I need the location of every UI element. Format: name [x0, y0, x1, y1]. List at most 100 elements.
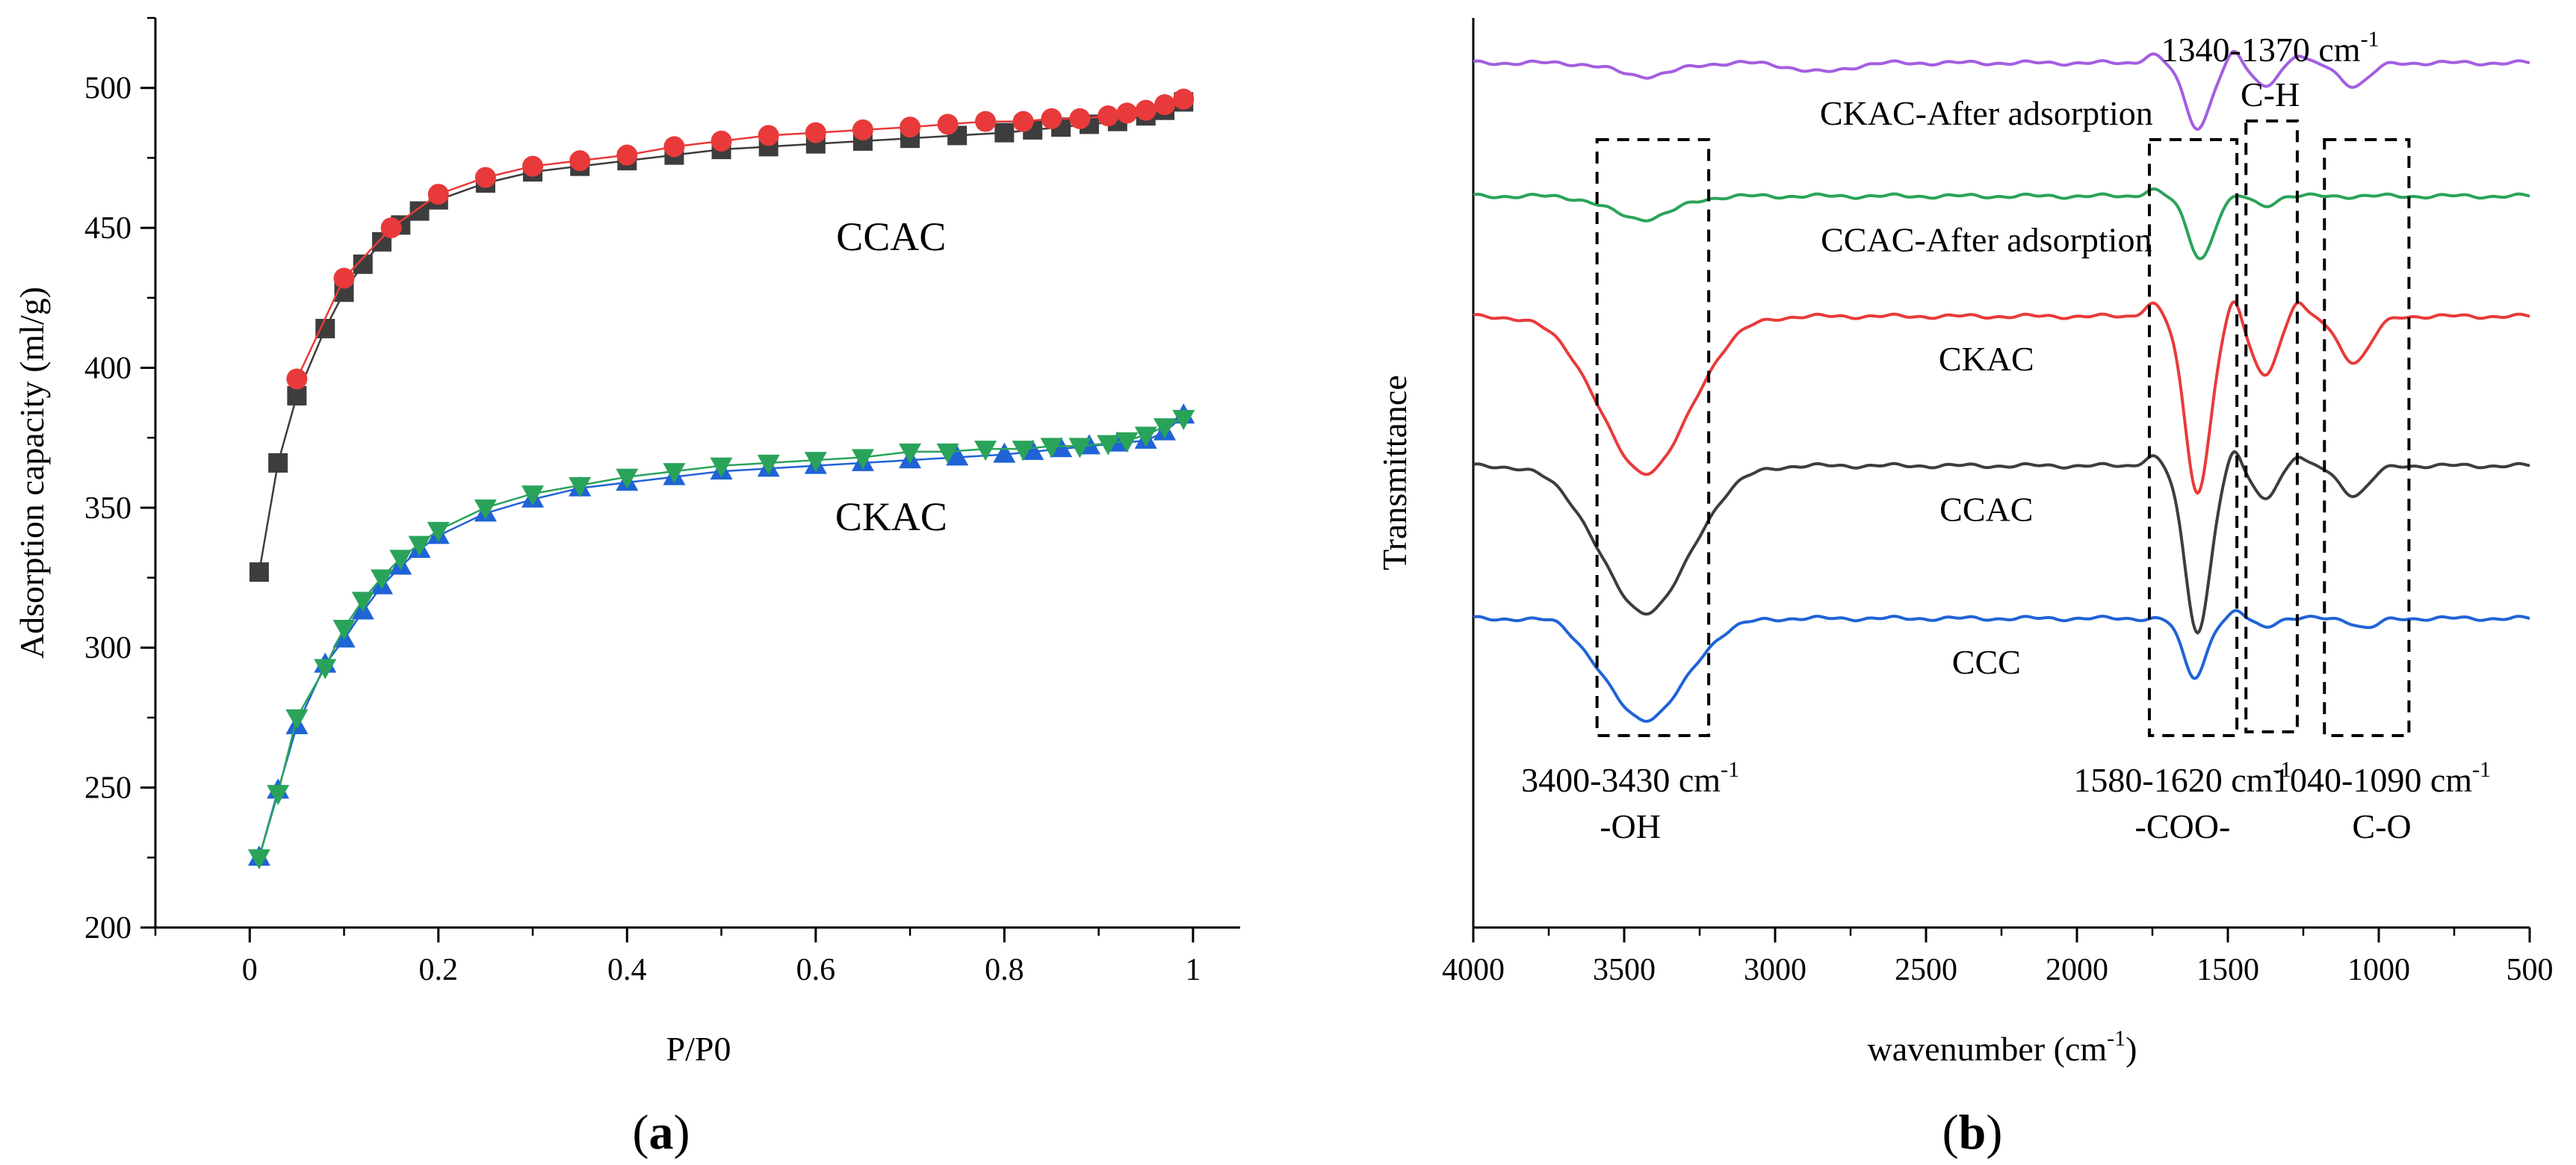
b-x-axis-title-main: wavenumber (cm: [1868, 1030, 2108, 1068]
a-data-point-triangle-up: [1021, 439, 1044, 460]
b-spectrum-ccc: [1473, 609, 2530, 723]
a-data-point-circle: [937, 114, 959, 135]
a-x-tick-label: 0: [242, 953, 258, 987]
b-spectrum-ccac: [1473, 450, 2530, 635]
b-ch-region-wavenumber-main: 1340-1370 cm: [2161, 31, 2361, 69]
a-data-point-triangle-down: [569, 476, 592, 497]
a-data-point-triangle-up: [993, 442, 1016, 463]
b-oh-region-box: [1595, 138, 1711, 737]
a-panel-close-paren: ): [674, 1105, 690, 1160]
a-data-point-circle: [1154, 94, 1175, 116]
a-x-tick-label: 1: [1185, 953, 1201, 987]
a-y-axis-title: Adsorption capacity (ml/g): [13, 287, 51, 659]
a-series-1: [286, 88, 1195, 390]
a-data-point-triangle-down: [616, 468, 639, 489]
a-data-point-triangle-down: [1172, 409, 1195, 430]
a-data-point-triangle-down: [521, 485, 545, 506]
b-x-tick-label: 1500: [2196, 953, 2259, 987]
a-y-tick-label: 350: [84, 491, 131, 526]
b-spectrum-label: CCAC: [1939, 491, 2033, 529]
a-y-tick-label: 250: [84, 771, 131, 806]
a-x-tick-label: 0.4: [607, 953, 647, 987]
a-panel-letter: a: [649, 1105, 674, 1160]
a-data-point-circle: [710, 130, 732, 152]
a-data-point-square: [409, 201, 430, 221]
a-series-line: [258, 101, 1184, 573]
b-panel-letter: b: [1959, 1105, 1987, 1160]
a-data-point-circle: [1135, 99, 1157, 121]
a-data-point-triangle-down: [474, 499, 497, 520]
a-data-point-triangle-down: [332, 619, 356, 640]
a-data-point-triangle-down: [314, 659, 337, 680]
b-x-tick-label: 4000: [1442, 953, 1505, 987]
panel-b-ftir-spectra: 4000 3500 3000 2500 2000 1500 1000 500 wavenumbe…: [1375, 18, 2554, 1160]
a-data-point-circle: [900, 116, 921, 138]
b-panel-open-paren: (: [1942, 1105, 1959, 1160]
b-spectrum-label: CKAC-After adsorption: [1820, 94, 2153, 132]
b-co-region-wavenumber-sup: -1: [2472, 757, 2491, 782]
b-spectrum-label: CCC: [1952, 643, 2021, 681]
a-data-point-triangle-down: [899, 443, 922, 464]
a-data-point-triangle-down: [663, 463, 686, 484]
a-data-point-triangle-down: [804, 452, 827, 473]
b-coo-region-group-label: -COO-: [2135, 807, 2231, 845]
b-ch-region-box: [2244, 119, 2299, 733]
a-data-point-circle: [1012, 111, 1034, 132]
a-data-point-triangle-down: [974, 441, 997, 462]
a-data-point-triangle-down: [1040, 438, 1063, 459]
a-x-tick-label: 0.2: [419, 953, 459, 987]
a-data-point-circle: [380, 217, 402, 239]
a-x-axis-title: P/P0: [666, 1030, 731, 1068]
b-spectrum-line: [1473, 187, 2530, 261]
b-spectrum-ccac-after-adsorption: [1473, 187, 2530, 261]
a-data-point-circle: [333, 267, 355, 289]
a-data-point-triangle-down: [1134, 426, 1157, 447]
b-coo-region-wavenumber-sup: -1: [2273, 757, 2291, 782]
a-series-3: [247, 409, 1195, 870]
panel-a-adsorption-isotherm: 0 0.2 0.4 0.6 0.8 1 200 250 300 350 400 450 500 P/P0 A…: [13, 16, 1240, 1160]
b-x-tick-label: 3500: [1593, 953, 1656, 987]
b-ch-region-wavenumber-sup: -1: [2361, 27, 2380, 52]
a-data-point-circle: [569, 150, 591, 172]
a-data-point-circle: [663, 136, 685, 158]
b-oh-region-wavenumber-label: 3400-3430 cm-1: [1521, 757, 1739, 799]
b-spectrum-line: [1473, 49, 2530, 131]
b-coo-region-box: [2147, 138, 2239, 737]
a-y-tick-label: 400: [84, 351, 131, 385]
a-data-point-triangle-down: [1068, 438, 1092, 459]
a-data-point-circle: [1097, 105, 1119, 127]
b-coo-region-wavenumber-main: 1580-1620 cm: [2073, 761, 2273, 799]
b-x-tick-label: 1000: [2347, 953, 2410, 987]
a-data-point-square: [994, 122, 1015, 143]
a-data-point-triangle-down: [851, 449, 874, 470]
b-spectrum-line: [1473, 609, 2530, 723]
b-co-region-box: [2323, 138, 2411, 737]
b-x-tick-label: 3000: [1744, 953, 1806, 987]
a-data-point-square: [249, 562, 269, 582]
b-spectrum-line: [1473, 299, 2530, 496]
a-data-point-circle: [616, 144, 638, 166]
a-data-point-triangle-down: [1097, 435, 1120, 456]
a-data-point-triangle-down: [371, 569, 394, 590]
a-data-point-triangle-down: [267, 785, 290, 806]
a-series-0: [249, 92, 1194, 582]
a-data-point-triangle-up: [946, 445, 969, 466]
a-data-point-circle: [1041, 108, 1062, 129]
a-data-point-triangle-down: [1153, 418, 1176, 439]
b-x-axis-title-close: ): [2125, 1030, 2137, 1068]
a-data-point-triangle-down: [936, 443, 959, 464]
a-data-point-triangle-down: [1115, 432, 1139, 453]
b-ch-region-group-label: C-H: [2241, 75, 2300, 114]
a-data-point-triangle-down: [285, 709, 309, 730]
b-oh-region-wavenumber-main: 3400-3430 cm: [1521, 761, 1721, 799]
a-data-point-square: [268, 453, 288, 473]
b-x-axis-title: wavenumber (cm-1): [1868, 1026, 2137, 1068]
b-ch-region-wavenumber-label: 1340-1370 cm-1: [2161, 27, 2380, 69]
b-co-region-wavenumber-main: 1040-1090 cm: [2273, 761, 2472, 799]
a-data-point-triangle-down: [247, 849, 270, 870]
a-data-point-circle: [1116, 102, 1138, 124]
a-x-tick-label: 0.6: [796, 953, 836, 987]
a-y-tick-label: 500: [84, 72, 131, 106]
b-co-region-group-label: C-O: [2352, 807, 2411, 845]
